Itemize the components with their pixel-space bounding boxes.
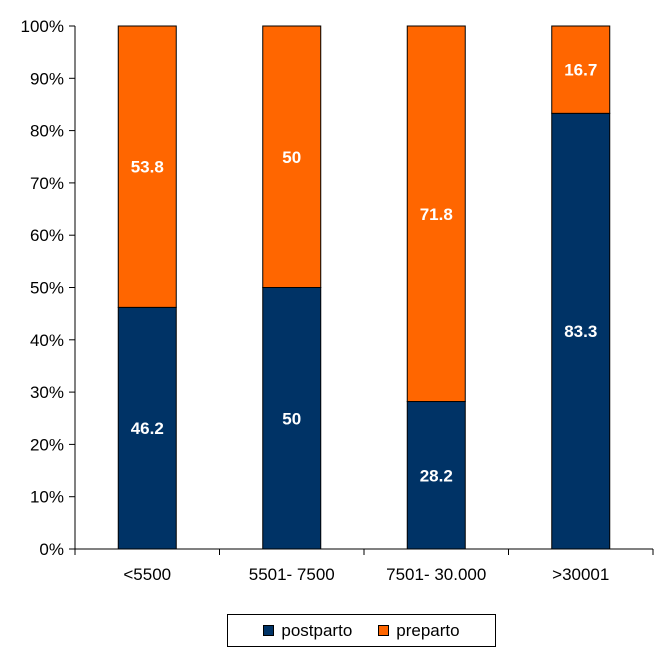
legend-item-preparto: preparto xyxy=(378,620,460,641)
data-label-preparto: 50 xyxy=(282,148,301,167)
x-tick-label: >30001 xyxy=(552,565,609,584)
y-tick-label: 0% xyxy=(39,540,64,559)
bar-preparto-3 xyxy=(551,25,611,114)
data-label-preparto: 53.8 xyxy=(131,158,164,177)
legend-label-postparto: postparto xyxy=(281,620,353,640)
data-label-preparto: 71.8 xyxy=(420,205,453,224)
y-tick-label: 60% xyxy=(30,226,64,245)
x-tick-label: 5501- 7500 xyxy=(249,565,335,584)
chart-data-labels: 46.2 53.8 50 50 28.2 71.8 83.3 16.7 xyxy=(131,61,598,486)
chart-legend: postparto preparto xyxy=(227,614,496,647)
bar-preparto-2 xyxy=(406,25,466,403)
y-tick-label: 50% xyxy=(30,279,64,298)
bar-preparto-1 xyxy=(262,25,322,288)
data-label-postparto: 50 xyxy=(282,409,301,428)
x-tick-label: <5500 xyxy=(123,565,171,584)
y-tick-label: 10% xyxy=(30,488,64,507)
data-label-postparto: 83.3 xyxy=(564,322,597,341)
y-tick-label: 70% xyxy=(30,174,64,193)
y-tick-label: 40% xyxy=(30,331,64,350)
bar-preparto-0 xyxy=(117,25,177,308)
y-tick-label: 80% xyxy=(30,122,64,141)
bar-postparto-3 xyxy=(551,112,611,550)
x-tick-label: 7501- 30.000 xyxy=(386,565,486,584)
legend-item-postparto: postparto xyxy=(263,621,352,641)
legend-label-preparto: preparto xyxy=(396,620,460,640)
legend-swatch-postparto xyxy=(263,625,275,636)
chart-bars xyxy=(117,25,611,550)
data-label-preparto: 16.7 xyxy=(564,61,597,80)
y-tick-label: 20% xyxy=(30,435,64,454)
y-tick-label: 100% xyxy=(21,17,64,36)
bar-postparto-1 xyxy=(262,287,322,550)
y-tick-label: 30% xyxy=(30,383,64,402)
data-label-postparto: 46.2 xyxy=(131,419,164,438)
data-label-postparto: 28.2 xyxy=(420,466,453,485)
legend-swatch-preparto xyxy=(378,625,390,636)
chart-axes: 0% 10% 20% 30% 40% 50% 60% 70% 80% 90% 100% <5500 55… xyxy=(21,17,654,584)
y-tick-label: 90% xyxy=(30,69,64,88)
